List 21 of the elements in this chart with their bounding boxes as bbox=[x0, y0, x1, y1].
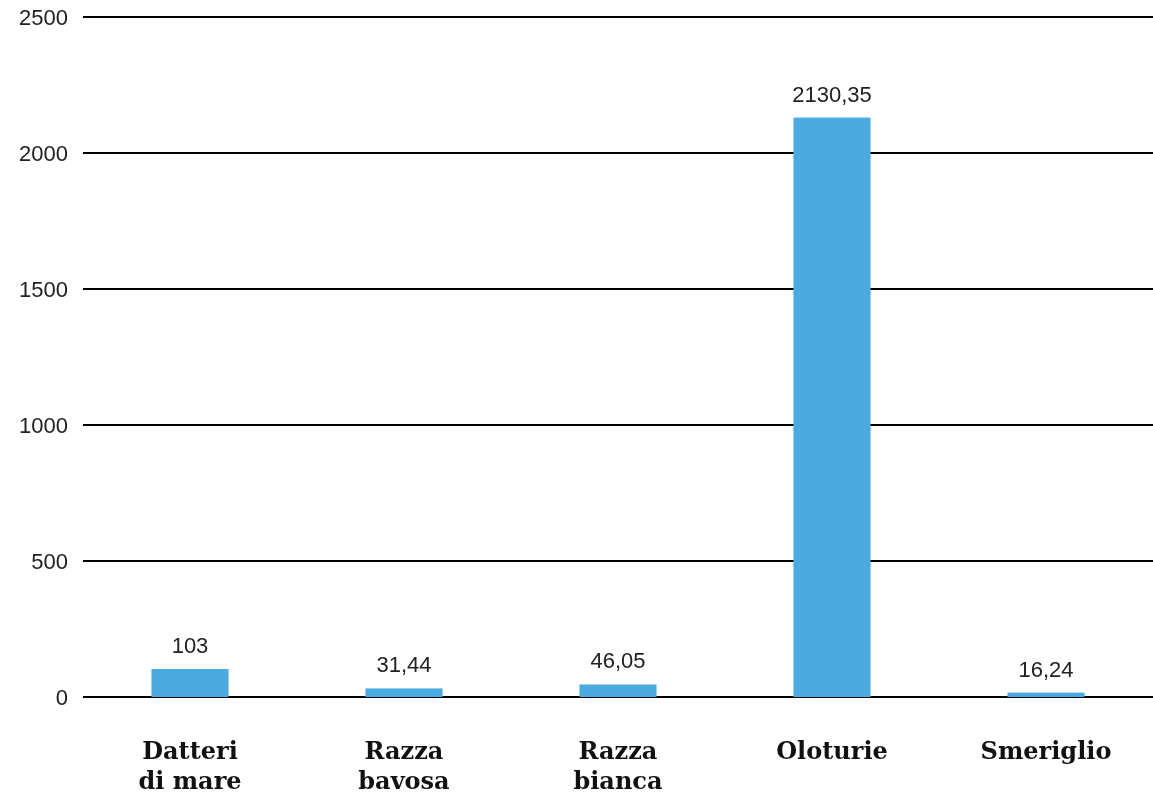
y-tick-label: 2000 bbox=[19, 140, 68, 166]
data-label: 2130,35 bbox=[792, 81, 872, 107]
bar bbox=[793, 117, 871, 697]
data-label: 31,44 bbox=[376, 652, 432, 678]
bar bbox=[579, 684, 657, 697]
y-tick-label: 1000 bbox=[19, 412, 68, 438]
x-tick-label: Razza bavosa bbox=[358, 736, 450, 795]
data-label: 46,05 bbox=[590, 648, 646, 674]
bar bbox=[1007, 692, 1085, 697]
y-tick-label: 0 bbox=[55, 684, 68, 710]
y-tick-label: 1500 bbox=[19, 276, 68, 302]
y-tick-label: 500 bbox=[31, 548, 68, 574]
x-tick-label: Oloturie bbox=[776, 736, 888, 765]
x-tick-label: Smeriglio bbox=[980, 736, 1112, 765]
y-tick-label: 2500 bbox=[19, 4, 68, 30]
bar bbox=[151, 668, 229, 697]
x-tick-label: Razza bianca bbox=[573, 736, 663, 795]
data-label: 103 bbox=[171, 632, 209, 658]
data-label: 16,24 bbox=[1018, 656, 1074, 682]
bar bbox=[365, 688, 443, 697]
x-tick-label: Datteri di mare bbox=[138, 736, 242, 795]
